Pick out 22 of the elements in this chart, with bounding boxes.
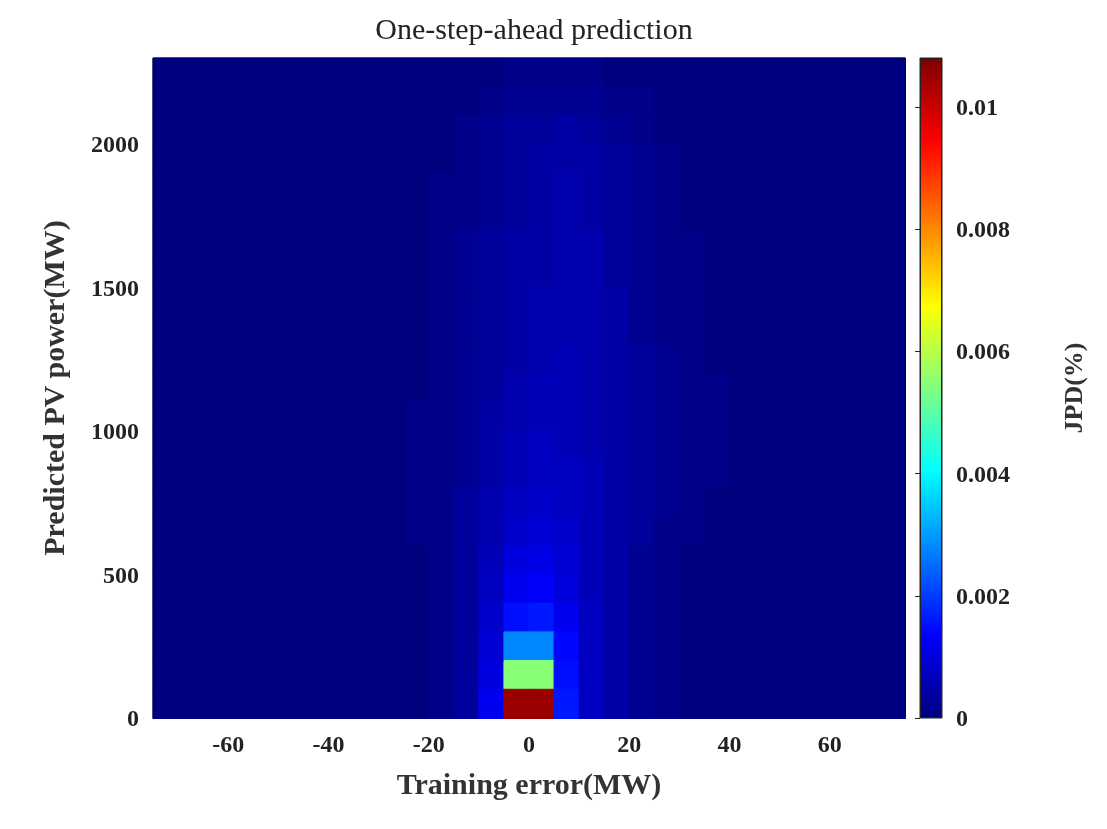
x-tick-label: -20 (412, 731, 445, 757)
color-bar-label: 0.002 (956, 582, 1010, 609)
x-tick-label: -60 (212, 731, 245, 757)
x-tick-label: 60 (817, 731, 842, 757)
x-axis-title: Training error(MW) (396, 766, 662, 801)
x-tick-label: 0 (523, 731, 535, 757)
color-bar-label: 0.004 (956, 460, 1010, 487)
x-tick-label: 20 (617, 731, 642, 757)
y-tick-label: 1000 (91, 418, 139, 445)
y-tick-label: 1500 (91, 274, 139, 301)
color-bar-label: 0 (956, 705, 968, 731)
y-tick-label: 0 (127, 705, 139, 731)
y-tick-label: 2000 (91, 131, 139, 158)
x-tick-label: -40 (312, 731, 345, 757)
y-axis-title: Predicted PV power(MW) (36, 220, 71, 556)
color-bar-title: JPD(%) (1058, 342, 1088, 434)
y-tick-label: 500 (103, 561, 139, 588)
color-bar-label: 0.008 (956, 216, 1010, 243)
chart-title: One-step-ahead prediction (375, 11, 693, 45)
x-tick-label: 40 (717, 731, 742, 757)
color-bar-label: 0.006 (956, 338, 1010, 365)
color-bar-label: 0.01 (956, 93, 998, 120)
